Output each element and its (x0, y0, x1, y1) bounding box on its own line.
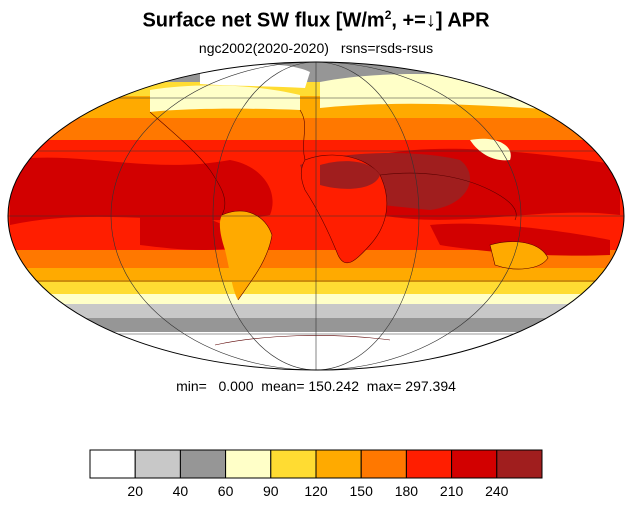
meridian-60 (212, 62, 420, 370)
colorbar-label: 90 (263, 483, 279, 499)
map-statistics: min= 0.000 mean= 150.242 max= 297.394 (176, 378, 456, 394)
colorbar-label: 20 (127, 483, 143, 499)
colorbar-label: 150 (350, 483, 374, 499)
greenland (200, 63, 310, 88)
north-america-north (150, 85, 300, 112)
map-title: Surface net SW flux [W/m2, +=↓] APR (142, 8, 490, 32)
colorbar-box (89, 449, 136, 479)
variable-formula: rsns=rsds-rsus (340, 40, 434, 56)
colorbar-box (405, 449, 453, 479)
colorbar-label: 60 (218, 483, 234, 499)
map-subtitle: ngc2002(2020-2020) rsns=rsds-rsus (0, 40, 632, 56)
patch-atlantic (10, 157, 273, 225)
australia (489, 241, 549, 270)
colorbar-label: 120 (304, 483, 328, 499)
south-america (219, 211, 272, 300)
colorbar-box (179, 449, 227, 479)
colorbar-box (315, 449, 362, 479)
colorbar-label: 210 (440, 483, 464, 499)
tibet-pale (470, 138, 511, 161)
colorbar-label: 180 (395, 483, 419, 499)
colorbar-box (270, 449, 317, 479)
coast-antarctica (214, 335, 391, 346)
colorbar-boxes (89, 449, 543, 479)
colorbar-labels: 20 40 60 90 120 150 180 210 240 (127, 483, 508, 499)
coast-europe (299, 109, 306, 161)
colorbar-label: 240 (485, 483, 509, 499)
coast-south-america (221, 210, 273, 301)
experiment-label: ngc2002(2020-2020) (198, 40, 329, 56)
meridian-120 (110, 62, 522, 370)
coast-asia (379, 172, 517, 221)
map-outline (7, 61, 625, 371)
colorbar-box (451, 449, 498, 479)
colorbar-box (225, 449, 272, 479)
colorbar-box (134, 449, 181, 479)
coast-north-america (149, 111, 226, 216)
patch-south-indian (430, 223, 610, 256)
colorbar-box (360, 449, 407, 479)
sahara-dark (320, 161, 380, 189)
colorbar-box (496, 449, 543, 479)
colorbar-label: 40 (173, 483, 189, 499)
